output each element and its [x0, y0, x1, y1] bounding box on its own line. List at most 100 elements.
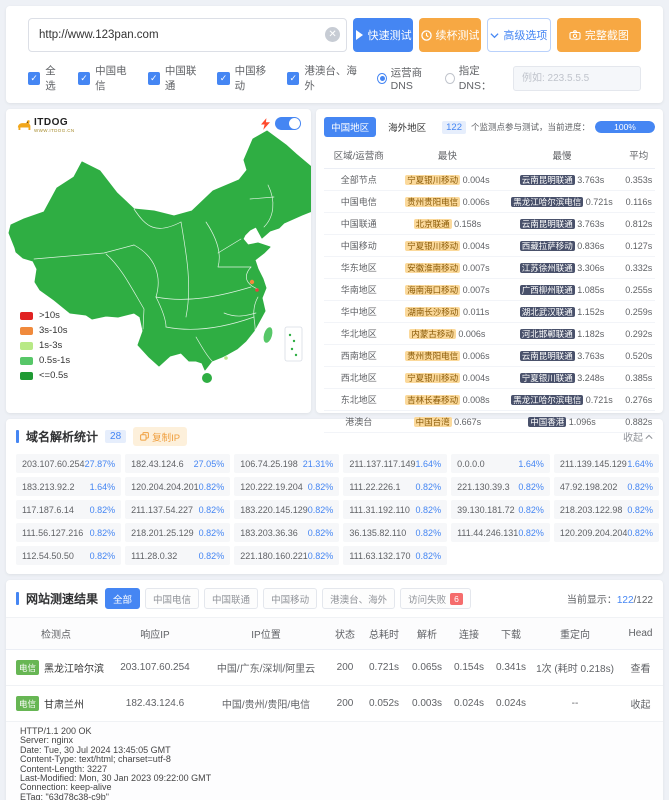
checkbox-china-mobile[interactable]: 中国移动: [217, 63, 274, 93]
dns-ip-cell[interactable]: 120.209.204.204 0.82%: [553, 523, 659, 542]
dns-ip-cell[interactable]: 111.56.127.216 0.82%: [16, 523, 122, 542]
collapse-dns-button[interactable]: 收起: [623, 429, 653, 444]
results-tab-5[interactable]: 访问失败 6: [400, 588, 471, 609]
quick-test-button[interactable]: 快速测试: [353, 18, 414, 52]
advanced-options-button[interactable]: 高级选项: [486, 18, 551, 52]
dns-ip-cell[interactable]: 221.180.160.221 0.82%: [234, 546, 340, 565]
dns-ip-cell[interactable]: 211.139.145.129 1.64%: [553, 454, 659, 473]
dns-ip-cell[interactable]: 39.130.181.72 0.82%: [451, 500, 550, 519]
dns-option-group: 运营商DNS 指定DNS：: [376, 63, 641, 93]
dns-ip-cell[interactable]: 111.31.192.110 0.82%: [343, 500, 448, 519]
radio-custom-dns[interactable]: 指定DNS：: [444, 63, 506, 93]
legend-swatch: [20, 341, 33, 350]
dns-ip-cell[interactable]: 211.137.54.227 0.82%: [125, 500, 231, 519]
dns-ip-cell[interactable]: 120.222.19.204 0.82%: [234, 477, 340, 496]
radio-label: 运营商DNS: [390, 66, 423, 92]
dns-ip-cell[interactable]: 203.107.60.254 27.87%: [16, 454, 122, 473]
section-accent-bar: [16, 430, 19, 443]
tab-china-region[interactable]: 中国地区: [324, 117, 377, 137]
quick-test-label: 快速测试: [367, 30, 412, 42]
url-input[interactable]: [28, 18, 348, 52]
clear-input-icon[interactable]: ✕: [325, 27, 341, 42]
slowest-cell: 黑龙江哈尔滨电信 0.721s: [501, 388, 623, 411]
tab-overseas-region[interactable]: 海外地区: [388, 123, 427, 134]
fastest-node-badge: 吉林长春移动: [405, 394, 461, 405]
ip-address: 120.209.204.204: [559, 527, 628, 538]
results-tab-2[interactable]: 中国联通: [204, 588, 259, 609]
radio-unselected-icon: [444, 72, 455, 84]
taiwan-island: [263, 327, 273, 343]
region-row: 港澳台 中国台湾 0.667s 中国香港 1.096s 0.882s: [324, 410, 655, 433]
region-name: 全部节点: [324, 168, 394, 191]
dns-ip-cell[interactable]: 183.220.145.129 0.82%: [234, 500, 340, 519]
average-cell: 0.520s: [622, 344, 655, 367]
ip-percent: 0.82%: [89, 504, 116, 515]
head-toggle-link[interactable]: 收起: [618, 685, 663, 722]
copy-icon: [140, 432, 150, 441]
radio-carrier-dns[interactable]: 运营商DNS: [376, 65, 438, 92]
checkbox-hmt-overseas[interactable]: 港澳台、海外: [287, 63, 364, 93]
results-tab-3[interactable]: 中国移动: [263, 588, 318, 609]
results-tab-1[interactable]: 中国电信: [145, 588, 200, 609]
map-mode-toggle[interactable]: [275, 117, 302, 130]
dns-ip-cell[interactable]: 111.28.0.32 0.82%: [125, 546, 231, 565]
fastest-cell: 北京联通 0.158s: [393, 212, 502, 235]
dns-ip-cell[interactable]: 183.213.92.2 1.64%: [16, 477, 122, 496]
test-toolbar: ✕ 快速测试 续杯测试 高级选项 完整截图 全选 中国电信 中国联通: [6, 6, 663, 103]
slowest-cell: 西藏拉萨移动 0.836s: [501, 234, 623, 257]
ip-percent: 0.82%: [307, 527, 334, 538]
dns-ip-cell[interactable]: 111.63.132.170 0.82%: [343, 546, 448, 565]
checkbox-china-unicom[interactable]: 中国联通: [147, 63, 205, 93]
results-tab-label: 中国电信: [153, 594, 192, 606]
results-tab-label: 访问失败: [408, 594, 447, 606]
refill-test-button[interactable]: 续杯测试: [419, 18, 481, 52]
fastest-node-badge: 宁夏银川移动: [405, 174, 461, 185]
ip-address: 111.28.0.32: [131, 550, 178, 561]
dns-ip-cell[interactable]: 111.22.226.1 0.82%: [343, 477, 448, 496]
slowest-cell: 云南昆明联通 3.763s: [501, 344, 623, 367]
dns-ip-cell[interactable]: 0.0.0.0 1.64%: [451, 454, 550, 473]
map-legend: >10s 3s-10s 1s-3s 0.5s-1s <=0.5s: [20, 306, 70, 381]
dns-ip-cell[interactable]: 221.130.39.3 0.82%: [451, 477, 550, 496]
dns-ip-cell[interactable]: 117.187.6.14 0.82%: [16, 500, 122, 519]
checkbox-checked-icon: [287, 71, 300, 85]
dns-ip-cell[interactable]: 106.74.25.198 21.31%: [234, 454, 340, 473]
results-col-header: 响应IP: [106, 617, 204, 650]
ip-address: 211.137.54.227: [131, 504, 193, 515]
results-col-header: 连接: [448, 617, 490, 650]
dns-ip-cell[interactable]: 218.203.122.98 0.82%: [553, 500, 659, 519]
dns-ip-cell[interactable]: 36.135.82.110 0.82%: [343, 523, 448, 542]
slowest-node-badge: 江苏徐州联通: [519, 262, 575, 273]
checkbox-label: 中国联通: [164, 65, 197, 92]
ip-percent: 0.82%: [89, 527, 116, 538]
ip-percent: 0.82%: [307, 481, 334, 492]
dns-ip-cell[interactable]: 47.92.198.202 0.82%: [553, 477, 659, 496]
dns-ip-cell[interactable]: 120.204.204.201 0.82%: [125, 477, 231, 496]
ip-percent: 0.82%: [627, 481, 653, 492]
checkbox-china-telecom[interactable]: 中国电信: [77, 63, 135, 93]
dns-ip-cell[interactable]: 112.54.50.50 0.82%: [16, 546, 122, 565]
ip-address: 39.130.181.72: [457, 504, 515, 515]
checkbox-select-all[interactable]: 全选: [28, 63, 65, 93]
dns-ip-cell[interactable]: 111.44.246.131 0.82%: [451, 523, 550, 542]
dns-ip-cell[interactable]: 183.203.36.36 0.82%: [234, 523, 340, 542]
results-tab-0[interactable]: 全部: [105, 588, 141, 609]
dns-ip-cell[interactable]: 182.43.124.6 27.05%: [125, 454, 231, 473]
ip-percent: 0.82%: [415, 527, 442, 538]
head-toggle-link[interactable]: 查看: [618, 649, 663, 686]
dns-ip-cell[interactable]: 218.201.25.129 0.82%: [125, 523, 231, 542]
fastest-node-badge: 贵州贵阳电信: [405, 196, 461, 207]
region-table-header: 区域/运营商 最快 最慢 平均: [324, 142, 655, 169]
ip-location: 中国/广东/深圳/阿里云: [204, 649, 328, 686]
full-screenshot-label: 完整截图: [584, 30, 629, 42]
response-header-line: Server: nginx: [20, 735, 74, 746]
custom-dns-input[interactable]: [512, 65, 641, 91]
region-name: 中国电信: [324, 190, 394, 213]
checkbox-label: 中国移动: [234, 65, 267, 92]
results-tab-4[interactable]: 港澳台、海外: [322, 588, 396, 609]
china-map[interactable]: [6, 127, 312, 389]
ip-percent: 0.82%: [198, 504, 225, 515]
dns-ip-cell[interactable]: 211.137.117.149 1.64%: [343, 454, 448, 473]
full-screenshot-button[interactable]: 完整截图: [556, 18, 641, 52]
copy-ip-button[interactable]: 复制IP: [133, 427, 188, 446]
